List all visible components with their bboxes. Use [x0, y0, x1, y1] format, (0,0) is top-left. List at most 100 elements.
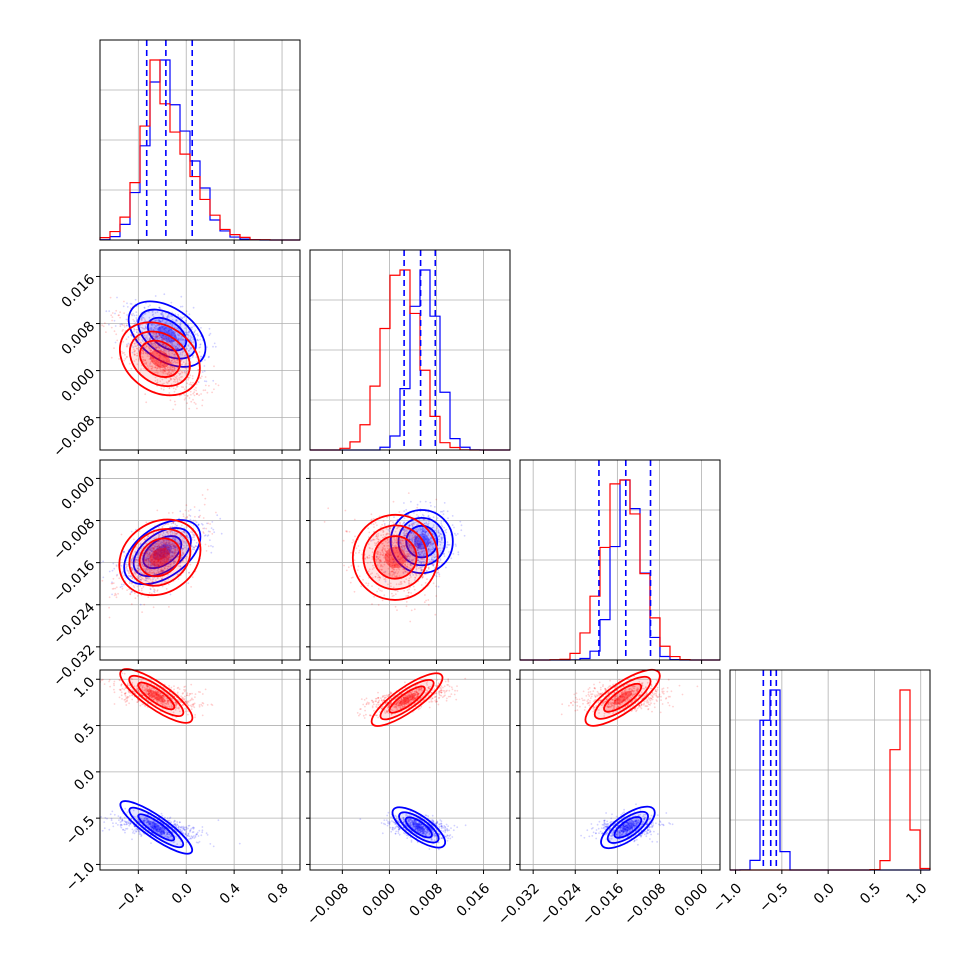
scatter-point — [128, 824, 131, 827]
scatter-point — [135, 317, 138, 319]
scatter-point — [181, 338, 184, 340]
scatter-point — [201, 831, 204, 834]
scatter-point — [169, 323, 172, 326]
scatter-point — [159, 327, 162, 330]
scatter-point — [187, 510, 190, 512]
scatter-point — [144, 393, 147, 396]
scatter-point — [135, 331, 138, 333]
scatter-point — [150, 323, 153, 326]
scatter-point — [342, 539, 345, 542]
scatter-point — [129, 307, 132, 310]
scatter-point — [103, 827, 106, 830]
scatter-point — [212, 528, 215, 531]
scatter-point — [219, 517, 222, 520]
scatter-point — [158, 319, 161, 322]
scatter-point — [201, 371, 204, 373]
scatter-point — [160, 312, 162, 315]
scatter-point — [108, 310, 111, 312]
scatter-point — [432, 582, 435, 585]
scatter-point — [174, 313, 177, 316]
scatter-point — [439, 510, 442, 513]
scatter-point — [181, 351, 184, 353]
scatter-point — [193, 388, 196, 391]
scatter-point — [133, 330, 135, 332]
scatter-point — [125, 324, 128, 327]
scatter-point — [121, 585, 123, 588]
scatter-point — [213, 531, 216, 534]
scatter-point — [161, 313, 164, 316]
scatter-point — [204, 497, 207, 500]
scatter-point — [195, 356, 198, 359]
scatter-point — [171, 324, 174, 327]
scatter-point — [129, 302, 132, 305]
scatter-point — [460, 524, 463, 527]
scatter-point — [116, 339, 119, 342]
scatter-point — [164, 321, 167, 324]
scatter-point — [167, 350, 170, 353]
scatter-point — [210, 551, 213, 554]
scatter-point — [220, 532, 223, 535]
scatter-point — [455, 534, 457, 537]
scatter-point — [195, 521, 198, 524]
scatter-point — [173, 367, 176, 370]
scatter-point — [115, 309, 118, 312]
scatter-point — [178, 334, 181, 337]
scatter-point — [171, 511, 174, 514]
scatter-point — [129, 593, 132, 595]
hist-panel-x3 — [519, 459, 721, 664]
scatter-point — [204, 543, 207, 546]
scatter-point — [142, 340, 144, 342]
scatter-point — [197, 334, 199, 337]
scatter-point — [174, 346, 177, 349]
scatter-point — [110, 314, 113, 317]
scatter-point — [172, 339, 175, 342]
scatter-point — [403, 510, 406, 512]
scatter-point — [186, 395, 189, 397]
scatter-point — [214, 383, 217, 385]
corner-panels: −0.4 0.0 0.4 0.8 −0.008 0.000 0.008 0.016 −0.032… — [50, 39, 931, 928]
scatter-point — [202, 389, 205, 392]
scatter-point — [192, 392, 195, 395]
scatter-point — [141, 330, 143, 333]
scatter-point — [192, 398, 194, 401]
scatter-point — [168, 512, 170, 514]
scatter-point — [161, 338, 164, 341]
scatter-point — [139, 324, 142, 327]
scatter-point — [424, 594, 426, 596]
scatter-point — [105, 310, 108, 313]
scatter-point — [189, 337, 192, 339]
scatter-point — [149, 304, 151, 307]
scatter-point — [179, 510, 182, 513]
scatter-point — [113, 330, 116, 333]
scatter-point — [410, 500, 412, 503]
scatter-point — [177, 347, 180, 350]
scatter-point — [187, 350, 190, 352]
scatter-point — [157, 364, 160, 367]
scatter-point — [142, 317, 145, 319]
density-contour — [118, 518, 202, 597]
scatter-point — [102, 560, 104, 563]
scatter-point — [200, 327, 202, 329]
scatter-point — [110, 356, 113, 359]
scatter-point — [424, 500, 427, 503]
scatter-point — [192, 306, 195, 309]
scatter-point — [147, 596, 150, 598]
scatter-point — [151, 324, 153, 327]
scatter-point — [148, 347, 151, 350]
scatter-point — [158, 327, 161, 329]
scatter-point — [189, 390, 192, 393]
scatter-point — [353, 590, 356, 593]
scatter-point — [186, 402, 189, 405]
scatter-point — [134, 322, 137, 324]
scatter-point — [158, 319, 160, 322]
scatter-point — [151, 314, 154, 317]
scatter-point — [143, 318, 146, 320]
scatter-point — [156, 328, 159, 331]
scatter-point — [437, 569, 439, 572]
scatter-point — [127, 336, 130, 338]
scatter-point — [140, 326, 142, 329]
scatter-point — [161, 312, 164, 315]
scatter-point — [203, 380, 206, 382]
scatter-point — [159, 320, 162, 323]
scatter-point — [207, 522, 210, 525]
